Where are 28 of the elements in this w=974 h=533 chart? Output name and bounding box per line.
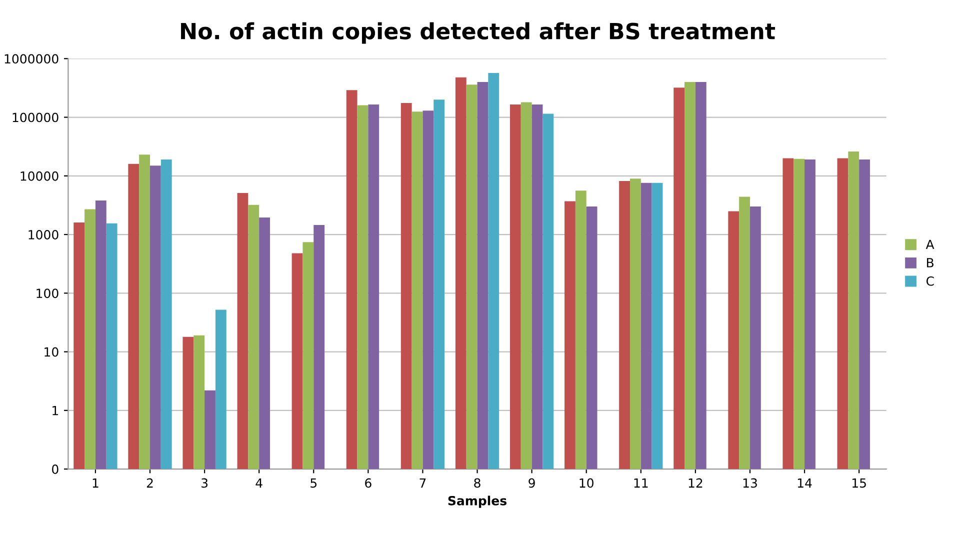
x-tick-label: 1 (92, 478, 98, 488)
legend-label: C (926, 276, 934, 286)
x-tick-label: 4 (256, 478, 262, 488)
y-tick-label: 100000 (12, 112, 58, 122)
x-tick-label: 9 (528, 478, 535, 488)
x-tick-label: 5 (310, 478, 317, 488)
y-tick-label: 10000 (20, 171, 58, 181)
y-tick-label: 0 (52, 464, 58, 474)
chart-title: No. of actin copies detected after BS treatment (181, 22, 776, 44)
x-tick-label: 10 (580, 478, 594, 488)
y-tick-label: 1000 (28, 230, 58, 240)
x-tick-label: 2 (146, 478, 153, 488)
x-tick-label: 11 (634, 478, 648, 488)
y-tick-label: 10 (44, 347, 58, 357)
x-tick-label: 13 (743, 478, 757, 488)
y-tick-label: 1 (52, 406, 58, 416)
x-tick-label: 14 (798, 478, 812, 488)
x-axis-title: Samples (448, 496, 506, 508)
x-tick-label: 12 (688, 478, 702, 488)
x-tick-label: 7 (420, 478, 426, 488)
x-tick-label: 8 (474, 478, 480, 488)
y-tick-label: 1000000 (4, 54, 58, 64)
x-tick-label: 3 (202, 478, 208, 488)
x-tick-label: 6 (365, 478, 372, 488)
x-tick-label: 15 (852, 478, 866, 488)
legend-label: A (926, 240, 934, 249)
y-tick-label: 100 (36, 288, 58, 298)
legend-label: B (927, 258, 934, 268)
